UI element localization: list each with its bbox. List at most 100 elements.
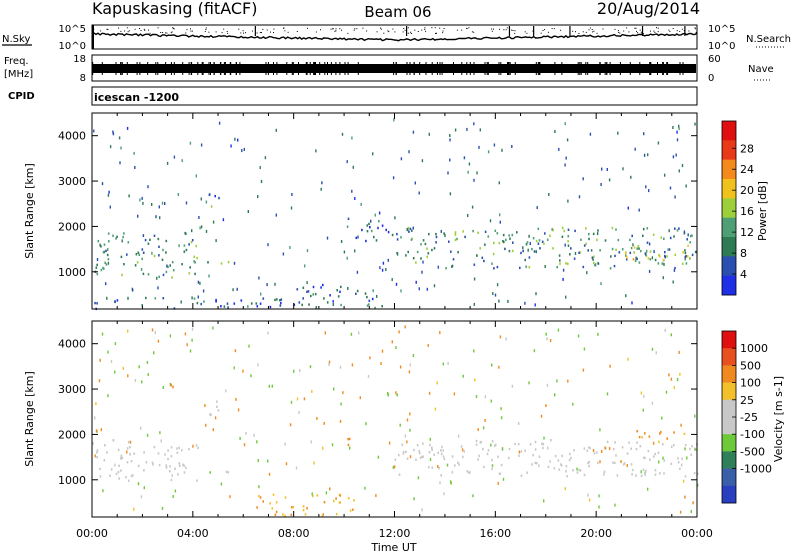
echo-cell bbox=[647, 257, 650, 260]
echo-cell bbox=[166, 264, 168, 268]
echo-cell bbox=[556, 266, 558, 269]
echo-cell bbox=[351, 189, 353, 193]
echo-cell bbox=[169, 264, 171, 267]
echo-cell bbox=[116, 299, 119, 302]
echo-cell bbox=[396, 252, 399, 256]
echo-cell bbox=[272, 493, 275, 496]
nsearch-point bbox=[424, 27, 426, 29]
echo-cell bbox=[647, 487, 649, 491]
nsearch-point bbox=[456, 29, 458, 31]
nsearch-point bbox=[672, 28, 674, 29]
nsky-label: N.Sky bbox=[2, 34, 30, 45]
echo-cell bbox=[569, 253, 571, 256]
echo-cell bbox=[140, 495, 143, 499]
echo-cell bbox=[396, 232, 398, 236]
echo-cell bbox=[408, 230, 410, 233]
echo-cell bbox=[360, 203, 362, 206]
echo-cell bbox=[416, 444, 419, 447]
echo-cell bbox=[145, 296, 147, 300]
echo-cell bbox=[494, 443, 497, 447]
echo-cell bbox=[256, 440, 258, 444]
echo-cell bbox=[120, 469, 122, 472]
nsearch-point bbox=[262, 28, 264, 30]
echo-cell bbox=[519, 266, 521, 270]
nsearch-point bbox=[410, 31, 412, 33]
nsearch-point bbox=[332, 28, 334, 30]
echo-cell bbox=[446, 463, 449, 467]
echo-cell bbox=[127, 479, 130, 482]
echo-cell bbox=[606, 392, 609, 396]
echo-cell bbox=[409, 428, 411, 432]
echo-cell bbox=[96, 449, 99, 452]
echo-cell bbox=[593, 452, 596, 455]
echo-cell bbox=[662, 258, 665, 262]
echo-cell bbox=[248, 344, 250, 348]
echo-cell bbox=[146, 360, 149, 364]
echo-cell bbox=[428, 132, 430, 136]
echo-cell bbox=[340, 240, 343, 243]
echo-cell bbox=[336, 289, 338, 292]
echo-cell bbox=[229, 495, 231, 499]
nsearch-point bbox=[524, 31, 526, 33]
nsearch-point bbox=[654, 31, 656, 33]
echo-cell bbox=[568, 458, 571, 462]
echo-cell bbox=[663, 459, 666, 462]
echo-cell bbox=[632, 243, 634, 247]
echo-cell bbox=[398, 453, 400, 457]
echo-cell bbox=[428, 391, 431, 395]
nsearch-point bbox=[511, 29, 513, 31]
echo-cell bbox=[195, 174, 197, 178]
echo-cell bbox=[185, 201, 188, 205]
nsearch-point bbox=[287, 31, 289, 33]
echo-cell bbox=[545, 332, 547, 336]
echo-cell bbox=[443, 492, 445, 496]
echo-cell bbox=[142, 272, 145, 276]
echo-cell bbox=[314, 292, 317, 296]
echo-cell bbox=[496, 265, 499, 269]
echo-cell bbox=[454, 464, 456, 467]
colorbar-tick-label: 25 bbox=[740, 394, 754, 407]
echo-cell bbox=[678, 124, 680, 128]
echo-cell bbox=[368, 222, 370, 226]
echo-cell bbox=[266, 283, 268, 287]
echo-cell bbox=[649, 250, 652, 253]
freq-trace bbox=[92, 62, 696, 75]
echo-cell bbox=[155, 215, 157, 219]
echo-cell bbox=[227, 471, 229, 474]
nsearch-point bbox=[421, 29, 423, 31]
nsearch-point bbox=[466, 28, 468, 29]
echo-cell bbox=[385, 268, 387, 271]
echo-cell bbox=[405, 450, 407, 454]
echo-cell bbox=[153, 234, 156, 237]
echo-cell bbox=[107, 394, 109, 398]
echo-cell bbox=[670, 333, 672, 337]
nsearch-point bbox=[434, 27, 436, 29]
echo-cell bbox=[431, 446, 433, 449]
echo-cell bbox=[275, 510, 278, 514]
echo-cell bbox=[191, 296, 193, 300]
echo-cell bbox=[499, 213, 501, 217]
echo-cell bbox=[442, 449, 444, 452]
echo-cell bbox=[695, 448, 697, 451]
echo-cell bbox=[323, 421, 325, 425]
colorbar-swatch bbox=[722, 217, 736, 238]
echo-cell bbox=[567, 244, 570, 247]
echo-cell bbox=[216, 400, 218, 403]
echo-cell bbox=[614, 441, 616, 444]
echo-cell bbox=[315, 149, 317, 153]
echo-cell bbox=[533, 250, 536, 253]
echo-cell bbox=[660, 430, 662, 434]
echo-cell bbox=[197, 280, 200, 284]
echo-cell bbox=[99, 475, 102, 478]
echo-cell bbox=[387, 392, 389, 395]
echo-cell bbox=[683, 230, 686, 234]
echo-cell bbox=[398, 473, 401, 476]
echo-cell bbox=[141, 304, 143, 307]
echo-cell bbox=[499, 335, 502, 339]
nsearch-point bbox=[442, 32, 444, 34]
echo-cell bbox=[642, 234, 644, 237]
echo-cell bbox=[508, 234, 510, 237]
nsearch-point bbox=[614, 28, 616, 30]
echo-cell bbox=[191, 239, 194, 242]
colorbar-swatch bbox=[722, 275, 736, 296]
